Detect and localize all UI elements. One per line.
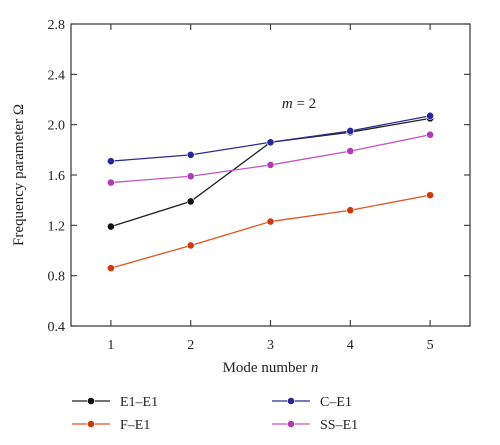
series-line	[110, 194, 431, 269]
legend-marker	[87, 420, 95, 428]
x-tick-label: 4	[347, 338, 354, 353]
series-point	[186, 172, 195, 181]
series-point	[186, 197, 195, 206]
y-tick-label: 0.4	[48, 320, 66, 335]
x-tick-label: 5	[427, 338, 434, 353]
series-point	[266, 217, 275, 226]
series-point	[107, 222, 115, 231]
y-tick-label: 1.2	[48, 219, 66, 234]
x-tick-label: 2	[187, 338, 194, 353]
legend-label: F–E1	[120, 418, 150, 433]
legend-label: E1–E1	[120, 395, 158, 410]
series-point	[107, 264, 115, 273]
y-tick-label: 0.8	[48, 270, 66, 285]
series-point	[426, 191, 434, 200]
series-line	[110, 117, 431, 228]
series-point	[266, 138, 275, 147]
series-point	[107, 157, 115, 166]
x-tick-label: 1	[107, 338, 114, 353]
x-axis-title-var: n	[311, 360, 319, 376]
series-point	[107, 178, 115, 187]
legend-label: C–E1	[320, 395, 352, 410]
x-tick-label: 3	[267, 338, 274, 353]
legend-label: SS–E1	[320, 418, 358, 433]
plot-area-frame	[70, 23, 471, 327]
y-tick-label: 2.8	[48, 18, 66, 33]
series-point	[426, 111, 434, 120]
y-tick-label: 2.0	[48, 119, 66, 134]
legend-marker	[287, 397, 295, 405]
y-tick-label: 1.6	[48, 169, 66, 184]
series-point	[186, 150, 195, 159]
y-tick-label: 2.4	[48, 68, 66, 83]
x-axis-title: Mode number n	[223, 360, 319, 376]
series-point	[426, 130, 434, 139]
annotation-var: m	[282, 96, 293, 112]
y-axis-title: Frequency parameter Ω	[11, 104, 27, 246]
legend: E1–E1 C–E1 F–E1 SS–E1	[72, 395, 358, 433]
x-axis-title-text: Mode number	[223, 360, 311, 376]
legend-marker	[287, 420, 295, 428]
series-point	[346, 206, 355, 215]
series-point	[186, 241, 195, 250]
series-point	[266, 161, 275, 169]
legend-marker	[87, 397, 95, 405]
annotation-rest: = 2	[293, 96, 316, 112]
series-point	[346, 147, 355, 155]
annotation-m-equals-2: m = 2	[282, 96, 316, 112]
series-point	[346, 127, 355, 135]
